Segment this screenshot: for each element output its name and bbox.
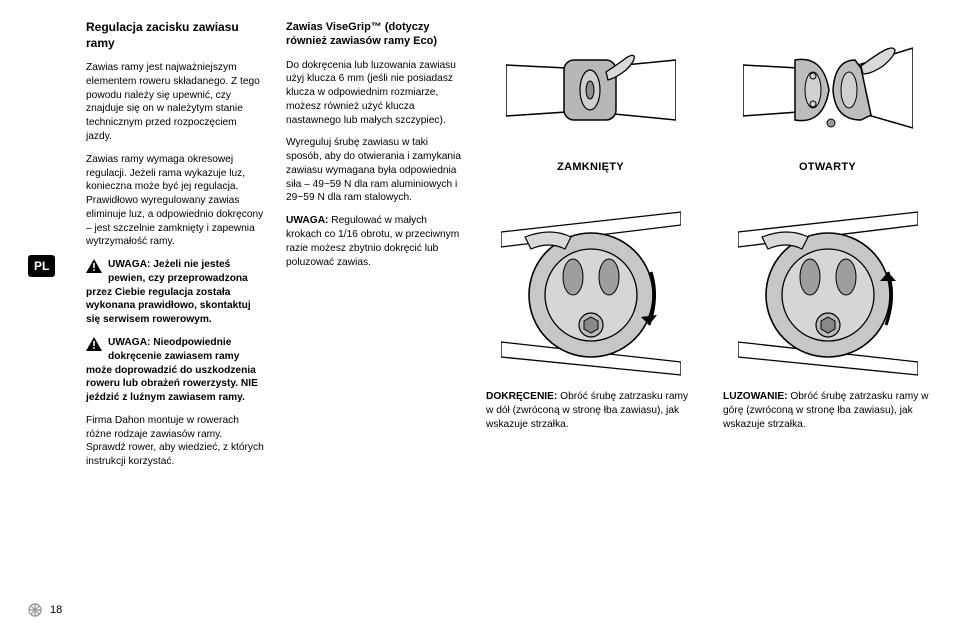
figure-label-closed: ZAMKNIĘTY xyxy=(486,161,695,173)
figure-caption-loosen: LUZOWANIE: Obróć śrubę zatrzasku ramy w … xyxy=(723,390,932,431)
page-layout: PL Regulacja zacisku zawiasu ramy Zawias… xyxy=(28,20,932,478)
figure-row-bottom: DOKRĘCENIE: Obróć śrubę zatrzasku ramy w… xyxy=(486,207,932,431)
warning-icon xyxy=(86,259,102,273)
figure-area: ZAMKNIĘTY xyxy=(486,20,932,478)
figure-caption-tighten: DOKRĘCENIE: Obróć śrubę zatrzasku ramy w… xyxy=(486,390,695,431)
figure-open: OTWARTY xyxy=(723,20,932,173)
figure-closed: ZAMKNIĘTY xyxy=(486,20,695,173)
figure-label-open: OTWARTY xyxy=(723,161,932,173)
caption-lead: DOKRĘCENIE: xyxy=(486,391,557,402)
text-column-2: Zawias ViseGrip™ (dotyczy również zawias… xyxy=(286,20,464,478)
hinge-closed-illustration xyxy=(486,20,695,155)
caption-lead: LUZOWANIE: xyxy=(723,391,788,402)
footer-logo-icon xyxy=(28,603,42,617)
hinge-loosen-illustration xyxy=(723,207,932,382)
caution-text: UWAGA: Jeżeli nie jesteś pewien, czy prz… xyxy=(86,259,251,325)
language-badge: PL xyxy=(28,255,55,277)
caution-block: UWAGA: Jeżeli nie jesteś pewien, czy prz… xyxy=(86,258,264,327)
paragraph: Wyreguluj śrubę zawiasu w taki sposób, a… xyxy=(286,136,464,205)
paragraph: Zawias ramy jest najważniejszym elemente… xyxy=(86,61,264,144)
hinge-tighten-illustration xyxy=(486,207,695,382)
text-column-1: Regulacja zacisku zawiasu ramy Zawias ra… xyxy=(86,20,264,478)
note-lead: UWAGA: xyxy=(286,215,328,226)
section-title: Regulacja zacisku zawiasu ramy xyxy=(86,20,264,51)
paragraph: Zawias ramy wymaga okresowej regulacji. … xyxy=(86,153,264,249)
warning-icon xyxy=(86,337,102,351)
caution-text: UWAGA: Nieodpowiednie dokręcenie zawiase… xyxy=(86,337,258,403)
page-footer: 18 xyxy=(28,603,62,617)
hinge-open-illustration xyxy=(723,20,932,155)
left-margin: PL xyxy=(28,20,64,478)
figure-row-top: ZAMKNIĘTY xyxy=(486,20,932,173)
paragraph: Do dokręcenia lub luzowania zawiasu użyj… xyxy=(286,59,464,128)
paragraph: UWAGA: Regulować w małych krokach co 1/1… xyxy=(286,214,464,269)
figure-tighten: DOKRĘCENIE: Obróć śrubę zatrzasku ramy w… xyxy=(486,207,695,431)
sub-title: Zawias ViseGrip™ (dotyczy również zawias… xyxy=(286,20,464,49)
caution-block: UWAGA: Nieodpowiednie dokręcenie zawiase… xyxy=(86,336,264,405)
figure-loosen: LUZOWANIE: Obróć śrubę zatrzasku ramy w … xyxy=(723,207,932,431)
page-number: 18 xyxy=(50,604,62,616)
paragraph: Firma Dahon montuje w rowerach różne rod… xyxy=(86,414,264,469)
